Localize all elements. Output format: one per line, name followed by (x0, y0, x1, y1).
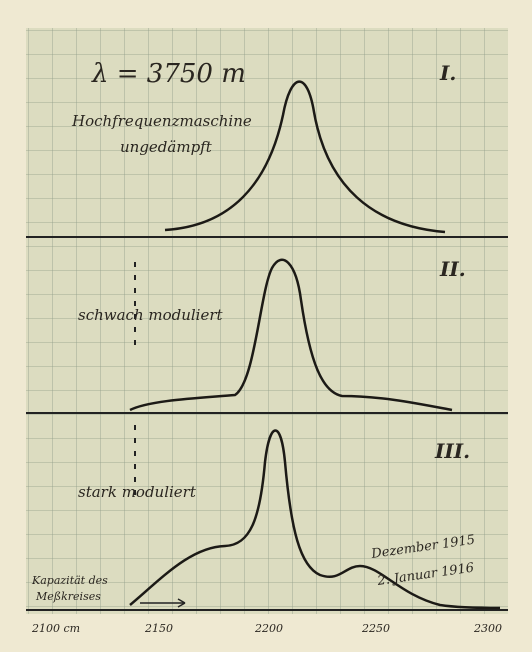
wavelength: λ = 3750 m (91, 59, 246, 89)
axis-title: Kapazität des (31, 574, 108, 587)
curve-1 (164, 80, 446, 234)
panel-label: ungedämpft (120, 138, 213, 156)
axis-label: 2200 (254, 622, 283, 635)
curve-3 (129, 429, 501, 610)
axis-title: Meßkreises (35, 590, 101, 603)
panel-label: schwach moduliert (78, 306, 224, 324)
axis-label: 2100 cm (31, 622, 80, 635)
arrow-head (177, 598, 186, 608)
curve-2 (129, 258, 453, 412)
panel-numeral: I. (439, 61, 456, 85)
axis-label: 2300 (473, 622, 502, 635)
panel-numeral: III. (434, 439, 470, 463)
panel-label: Hochfrequenzmaschine (71, 112, 252, 130)
panel-label: stark moduliert (78, 483, 197, 501)
grid (26, 28, 508, 614)
panel-numeral: II. (439, 257, 466, 281)
axis-label: 2150 (144, 622, 173, 635)
axis-label: 2250 (361, 622, 390, 635)
